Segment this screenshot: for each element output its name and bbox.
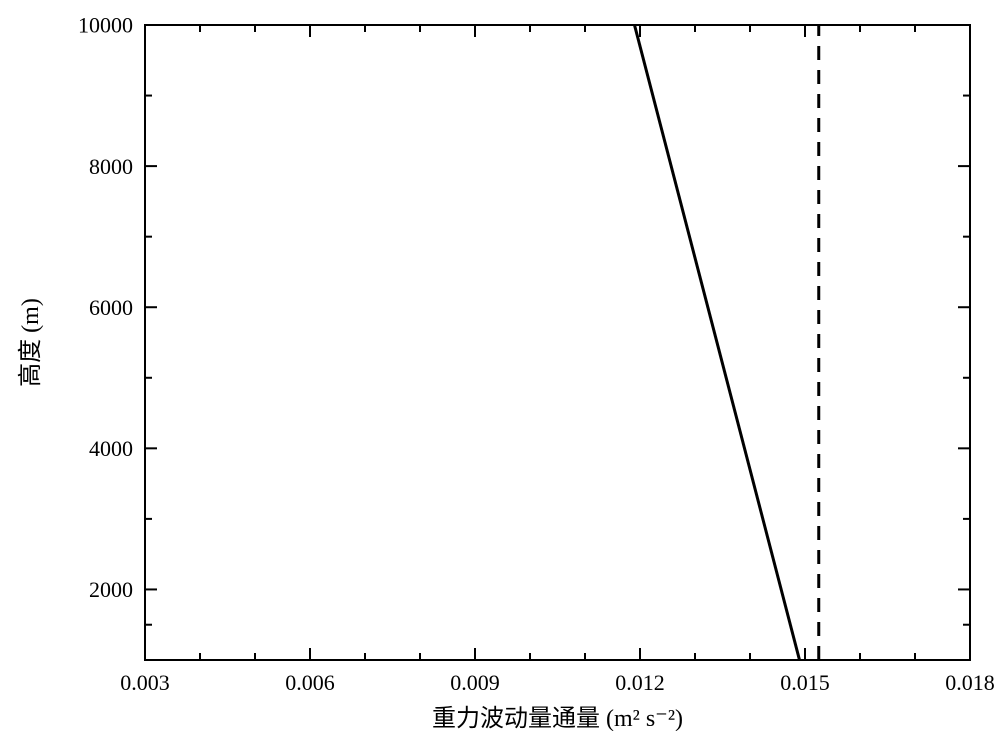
y-tick-label: 8000 [89,154,133,179]
x-tick-label: 0.003 [120,670,170,695]
x-tick-label: 0.012 [615,670,665,695]
y-tick-label: 6000 [89,295,133,320]
y-axis-title: 高度 (m) [17,298,44,387]
x-tick-label: 0.009 [450,670,500,695]
x-tick-label: 0.018 [945,670,995,695]
x-tick-label: 0.015 [780,670,830,695]
chart-svg: 0.003 0.006 0.009 0.012 0.015 0.018 2000 4000 60… [0,0,1000,731]
y-tick-label: 2000 [89,577,133,602]
x-tick-label: 0.006 [285,670,335,695]
chart-container: 0.003 0.006 0.009 0.012 0.015 0.018 2000 4000 60… [0,0,1000,731]
y-tick-label: 4000 [89,436,133,461]
y-tick-label: 10000 [78,13,133,38]
x-axis-title: 重力波动量通量 (m² s⁻²) [432,705,683,731]
